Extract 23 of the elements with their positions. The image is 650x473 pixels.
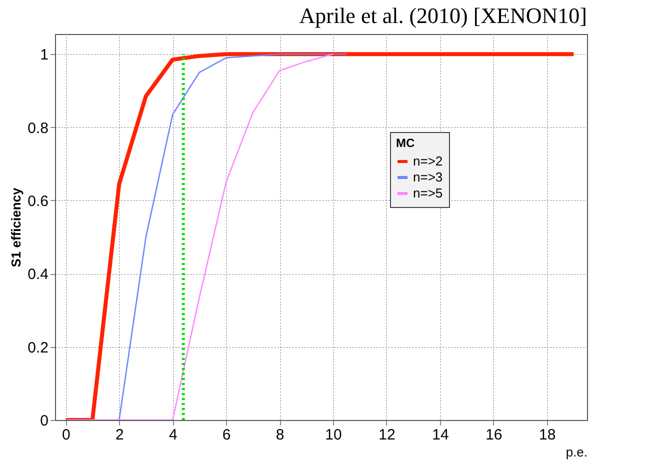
x-tick-label: 16 [486, 426, 502, 444]
y-tick-label: 0.2 [28, 339, 48, 356]
x-tick-label: 12 [378, 426, 396, 444]
x-tick-label: 10 [325, 426, 342, 444]
y-tick-label: 0.6 [28, 192, 48, 210]
x-tick-label: 4 [168, 426, 178, 444]
x-tick-label: 18 [539, 426, 556, 444]
chart-title: Aprile et al. (2010) [XENON10] [299, 3, 587, 28]
x-tick-label: 8 [276, 426, 284, 444]
y-tick-label: 0.4 [28, 266, 48, 284]
legend-label: n=>5 [413, 186, 443, 200]
y-tick-label: 1 [40, 46, 48, 64]
legend-label: n=>2 [413, 154, 443, 168]
x-tick-label: 6 [222, 426, 231, 444]
x-tick-label: 14 [432, 426, 449, 444]
legend-title: MC [396, 136, 415, 150]
y-tick-label: 0 [40, 412, 48, 430]
x-tick-label: 0 [62, 426, 70, 444]
y-tick-label: 0.8 [28, 120, 48, 137]
x-tick-label: 2 [115, 426, 124, 444]
legend-label: n=>3 [413, 170, 443, 184]
y-axis-title: S1 efficiency [8, 186, 24, 268]
x-axis-title: p.e. [566, 444, 588, 460]
